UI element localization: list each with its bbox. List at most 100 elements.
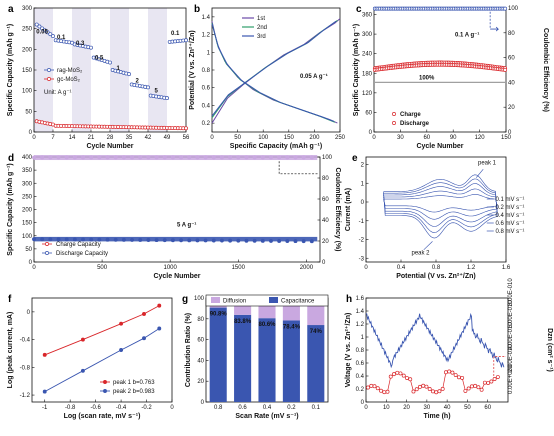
c-legend-label: Charge <box>400 112 421 118</box>
d-y2tick-label: 20 <box>322 239 329 245</box>
h-y2tick-label: 2.00E-010 <box>508 344 514 372</box>
e-cv-curve-0.4 mV s⁻¹ <box>383 183 498 227</box>
h-diffusion-point <box>388 374 393 379</box>
d-discharge-point <box>260 238 265 243</box>
b-xtick-label: 200 <box>309 135 320 141</box>
d-discharge-point <box>170 238 175 243</box>
h-diffusion-point <box>437 389 442 394</box>
d-xtick-label: 1500 <box>232 265 246 271</box>
a-legend-marker <box>47 77 51 81</box>
f-xtick-label: -1 <box>42 405 48 411</box>
e-legend-label: 0.8 mV s⁻¹ <box>496 229 525 235</box>
g-bar-capacitance <box>258 318 276 402</box>
e-cv-curve-0.8 mV s⁻¹ <box>383 174 498 239</box>
d-ce-point <box>56 155 61 160</box>
rate-band <box>148 8 167 132</box>
g-ytick-label: 0 <box>201 400 205 406</box>
a-unit-label: Unit: A g⁻¹ <box>44 90 72 96</box>
d-xtick-label: 2000 <box>300 265 314 271</box>
d-ce-point <box>228 155 233 160</box>
h-diffusion-point <box>375 386 380 391</box>
c-ce-point <box>503 6 508 11</box>
b-ytick-label: 1.2 <box>202 33 211 39</box>
d-discharge-point <box>187 238 192 243</box>
g-xtick-label: 0.1 <box>312 405 321 411</box>
d-discharge-point <box>179 238 184 243</box>
a-xtick-label: 21 <box>88 135 95 141</box>
h-diffusion-point <box>401 373 406 378</box>
c-xtick-label: 60 <box>423 135 430 141</box>
h-diffusion-point <box>453 373 458 378</box>
c-annotation: 0.1 A g⁻¹ <box>455 32 479 39</box>
b-ytick-label: 1.4 <box>202 15 211 21</box>
d-ce-point <box>138 155 143 160</box>
h-y2tick-label: 4.00E-010 <box>508 322 514 350</box>
a-ytick-label: 300 <box>22 6 33 12</box>
panel-label-e: e <box>352 153 358 164</box>
g-ytick-label: 80 <box>197 317 204 323</box>
h-xtick-label: 20 <box>403 405 410 411</box>
panel-label-g: g <box>182 294 188 305</box>
d-ce-point <box>97 155 102 160</box>
e-legend-label: 0.2 mV s⁻¹ <box>496 205 525 211</box>
b-xtick-label: 250 <box>335 135 346 141</box>
a-point-rag-MoS₂ <box>37 24 42 29</box>
a-point-rag-MoS₂ <box>70 40 74 45</box>
b-ytick-label: 0.2 <box>202 121 211 127</box>
b-ytick-label: 0.6 <box>202 86 211 92</box>
g-data-label: 74% <box>310 329 323 335</box>
d-discharge-point <box>72 237 77 242</box>
d-ylabel: Specific Capacity (mAh g⁻¹) <box>7 163 14 255</box>
c-discharge-point <box>503 67 508 72</box>
f-xlabel: Log (scan rate, mV s⁻¹) <box>64 413 141 420</box>
a-xlabel: Cycle Number <box>86 143 133 150</box>
d-ce-band <box>34 155 318 161</box>
d-discharge-point <box>211 238 216 243</box>
g-xlabel: Scan Rate (mV s⁻¹) <box>235 413 298 420</box>
d-ytick-label: 250 <box>22 194 33 200</box>
d-ce-point <box>211 155 216 160</box>
e-xlabel: Potential (V vs. Zn²⁺/Zn) <box>396 272 476 280</box>
d-discharge-point <box>285 239 290 243</box>
h-diffusion-point <box>492 377 497 381</box>
d-ce-point <box>113 155 118 160</box>
c-ytick-label: 240 <box>362 52 373 58</box>
panel-label-b: b <box>194 4 200 15</box>
a-ytick-label: 150 <box>22 68 33 74</box>
d-ce-point <box>121 155 126 160</box>
d-ce-point <box>244 155 249 160</box>
d-xtick-label: 500 <box>97 265 108 271</box>
a-rate-label: 0.5 <box>95 56 104 62</box>
c-ytick-label: 60 <box>365 110 372 116</box>
g-ytick-label: 20 <box>197 379 204 385</box>
b-xtick-label: 150 <box>284 135 295 141</box>
h-xlabel: Time (h) <box>423 413 450 420</box>
h-y2tick-label: 0.00E+000 <box>508 364 514 394</box>
d-ce-point <box>195 155 200 160</box>
d-arrow <box>278 161 318 175</box>
d-xtick-label: 0 <box>32 265 36 271</box>
c-ytick-label: 0 <box>369 130 373 136</box>
c-xtick-label: 90 <box>450 135 457 141</box>
d-ce-point <box>260 155 265 160</box>
c-legend-label: Discharge <box>400 121 430 127</box>
e-ytick-label: 1 <box>361 181 365 187</box>
h-diffusion-point <box>443 370 448 375</box>
g-legend-swatch <box>269 297 278 303</box>
h-diffusion-point <box>447 369 452 374</box>
d-discharge-point <box>130 237 135 242</box>
g-bar-capacitance <box>234 314 252 402</box>
a-ytick-label: 250 <box>22 27 33 33</box>
d-xtick-label: 1000 <box>164 265 178 271</box>
d-discharge-point <box>252 238 257 243</box>
e-ytick-label: -2 <box>359 238 365 244</box>
e-peak2-label: peak 2 <box>412 251 431 257</box>
d-discharge-point <box>269 238 273 243</box>
d-ce-point <box>146 155 151 160</box>
d-ce-point <box>187 155 192 160</box>
f-point-peak 2 b=0.983 <box>157 326 162 331</box>
a-point-rag-MoS₂ <box>45 30 50 35</box>
h-diffusion-point <box>382 390 387 395</box>
h-diffusion-point <box>434 390 439 395</box>
d-ce-point <box>64 155 69 160</box>
